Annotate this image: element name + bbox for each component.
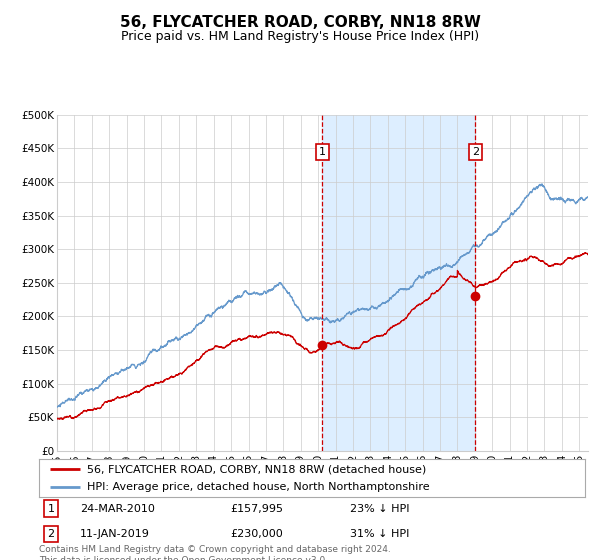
Text: 1: 1 bbox=[47, 503, 55, 514]
Text: 1: 1 bbox=[319, 147, 326, 157]
Text: 23% ↓ HPI: 23% ↓ HPI bbox=[350, 503, 410, 514]
Text: 56, FLYCATCHER ROAD, CORBY, NN18 8RW: 56, FLYCATCHER ROAD, CORBY, NN18 8RW bbox=[119, 15, 481, 30]
Bar bbox=[322, 115, 475, 451]
Text: Price paid vs. HM Land Registry's House Price Index (HPI): Price paid vs. HM Land Registry's House … bbox=[121, 30, 479, 43]
Text: £157,995: £157,995 bbox=[230, 503, 283, 514]
Text: 31% ↓ HPI: 31% ↓ HPI bbox=[350, 529, 410, 539]
Text: 2: 2 bbox=[472, 147, 479, 157]
Text: £230,000: £230,000 bbox=[230, 529, 283, 539]
Text: HPI: Average price, detached house, North Northamptonshire: HPI: Average price, detached house, Nort… bbox=[87, 482, 430, 492]
Text: 56, FLYCATCHER ROAD, CORBY, NN18 8RW (detached house): 56, FLYCATCHER ROAD, CORBY, NN18 8RW (de… bbox=[87, 464, 426, 474]
Text: 11-JAN-2019: 11-JAN-2019 bbox=[80, 529, 150, 539]
Text: 2: 2 bbox=[47, 529, 55, 539]
Text: Contains HM Land Registry data © Crown copyright and database right 2024.
This d: Contains HM Land Registry data © Crown c… bbox=[39, 545, 391, 560]
Text: 24-MAR-2010: 24-MAR-2010 bbox=[80, 503, 155, 514]
